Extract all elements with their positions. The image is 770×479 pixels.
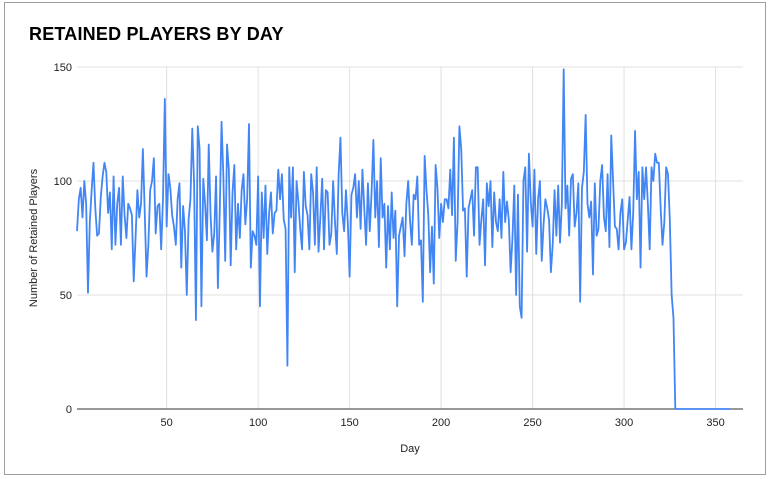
series-group (76, 68, 731, 410)
x-tick-label: 100 (249, 417, 267, 429)
chart-title: RETAINED PLAYERS BY DAY (29, 24, 284, 44)
y-axis-label: Number of Retained Players (28, 168, 40, 307)
x-tick-label: 150 (340, 417, 358, 429)
x-tick-label: 200 (432, 417, 450, 429)
x-axis-label: Day (400, 443, 420, 455)
series-line (76, 68, 731, 410)
x-tick-label: 250 (523, 417, 541, 429)
grid-lines (77, 66, 743, 409)
y-tick-labels: 0 50 100 150 (54, 62, 72, 416)
x-tick-label: 50 (161, 417, 173, 429)
x-tick-label: 350 (706, 417, 724, 429)
y-tick-label: 150 (54, 62, 72, 74)
y-tick-label: 0 (66, 404, 72, 416)
y-tick-label: 100 (54, 176, 72, 188)
x-tick-labels: 50 100 150 200 250 300 350 (161, 417, 725, 429)
y-tick-label: 50 (60, 290, 72, 302)
x-tick-label: 300 (615, 417, 633, 429)
